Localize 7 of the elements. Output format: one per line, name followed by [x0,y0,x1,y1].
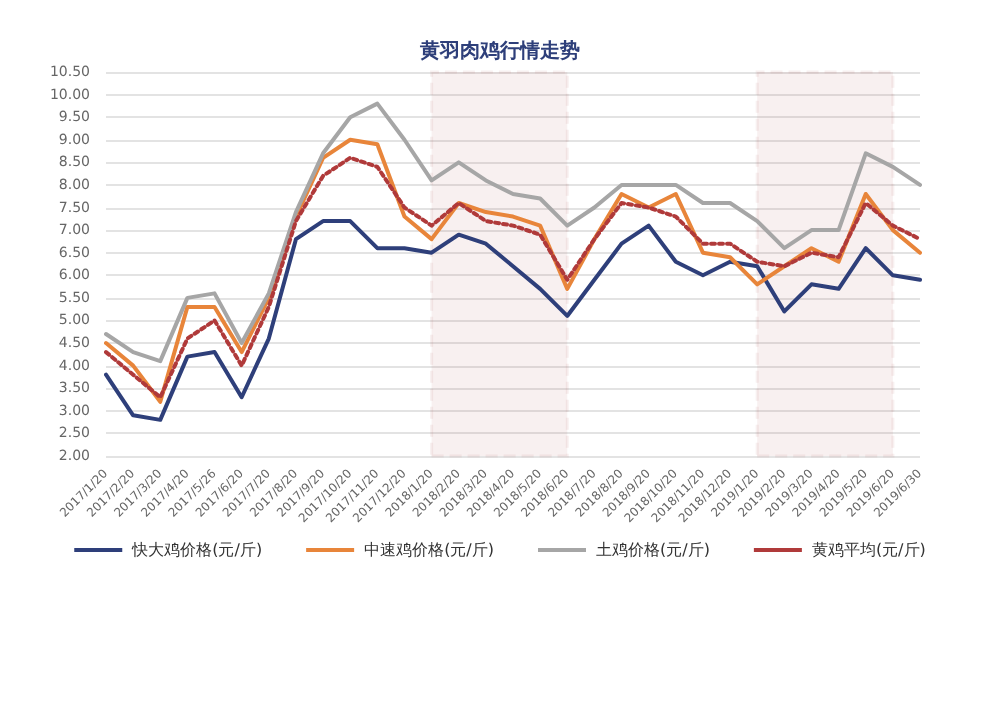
legend-label: 土鸡价格(元/斤) [596,541,710,559]
legend-label: 黄鸡平均(元/斤) [811,541,926,559]
legend-label: 快大鸡价格(元/斤) [130,541,263,559]
line-series [104,219,922,422]
chart-title: 黄羽肉鸡行情走势 [418,39,580,63]
legend-label: 中速鸡价格(元/斤) [364,541,494,559]
line-series [104,101,922,364]
